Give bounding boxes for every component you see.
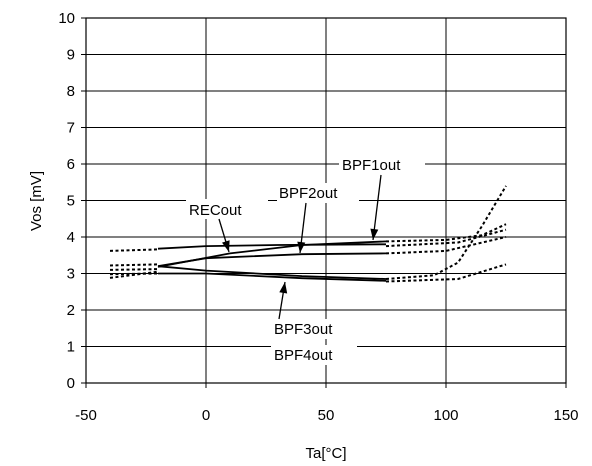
x-tick-label: 0 [202, 407, 210, 424]
series-line-bpf1out [157, 240, 387, 268]
series-line-dotted-6 [109, 263, 159, 267]
x-axis-label: Ta[°C] [305, 445, 346, 462]
annotation-recout: RECout [189, 202, 242, 219]
series-line-bpf3out [157, 265, 387, 280]
annotation-bpf2out: BPF2out [279, 185, 338, 202]
annotation-arrows [218, 174, 382, 320]
series-line-dotted-7 [109, 268, 159, 271]
x-tick-label: 50 [318, 407, 335, 424]
y-tick-label: 0 [67, 375, 75, 392]
annotation-bg-bpf2out [277, 183, 359, 203]
series-line-dotted-5 [109, 248, 159, 252]
annotation-bg-bpf3out [271, 319, 357, 339]
series-layer [109, 185, 507, 283]
annotation-bg-bpf4out [271, 345, 357, 365]
annotation-bg-recout [186, 199, 268, 219]
series-line-bpf4out [158, 272, 387, 282]
annotation-bg-bpf1out [339, 155, 425, 175]
series-line-dotted-11 [385, 228, 507, 248]
y-tick-label: 2 [67, 302, 75, 319]
y-tick-label: 6 [67, 156, 75, 173]
annotation-arrow-head [279, 282, 288, 294]
y-tick-label: 9 [67, 47, 75, 64]
x-tick-label: 150 [553, 407, 578, 424]
y-tick-label: 8 [67, 83, 75, 100]
y-tick-label: 10 [58, 10, 75, 27]
y-tick-label: 5 [67, 193, 75, 210]
plot-frame [85, 17, 567, 384]
x-tick-label: 100 [433, 407, 458, 424]
x-tick-label: -50 [75, 407, 97, 424]
y-tick-label: 7 [67, 120, 75, 137]
series-line-dotted-13 [385, 185, 507, 280]
series-line-recout [157, 243, 387, 250]
annotation-arrow-head [297, 241, 306, 253]
y-axis-label: Vos [mV] [28, 171, 45, 231]
annotation-bpf1out: BPF1out [342, 157, 401, 174]
series-line-dotted-14 [385, 263, 507, 283]
annotation-bpf3out: BPF3out [274, 321, 333, 338]
annotation-bpf4out: BPF4out [274, 347, 333, 364]
y-tick-label: 3 [67, 266, 75, 283]
annotation-arrow-head [222, 240, 230, 252]
y-tick-label: 4 [67, 229, 75, 246]
annotation-arrow-head [370, 228, 379, 240]
y-tick-label: 1 [67, 339, 75, 356]
series-line-dotted-9 [109, 270, 159, 279]
series-line-dotted-12 [385, 236, 507, 255]
series-line-dotted-10 [385, 223, 507, 243]
